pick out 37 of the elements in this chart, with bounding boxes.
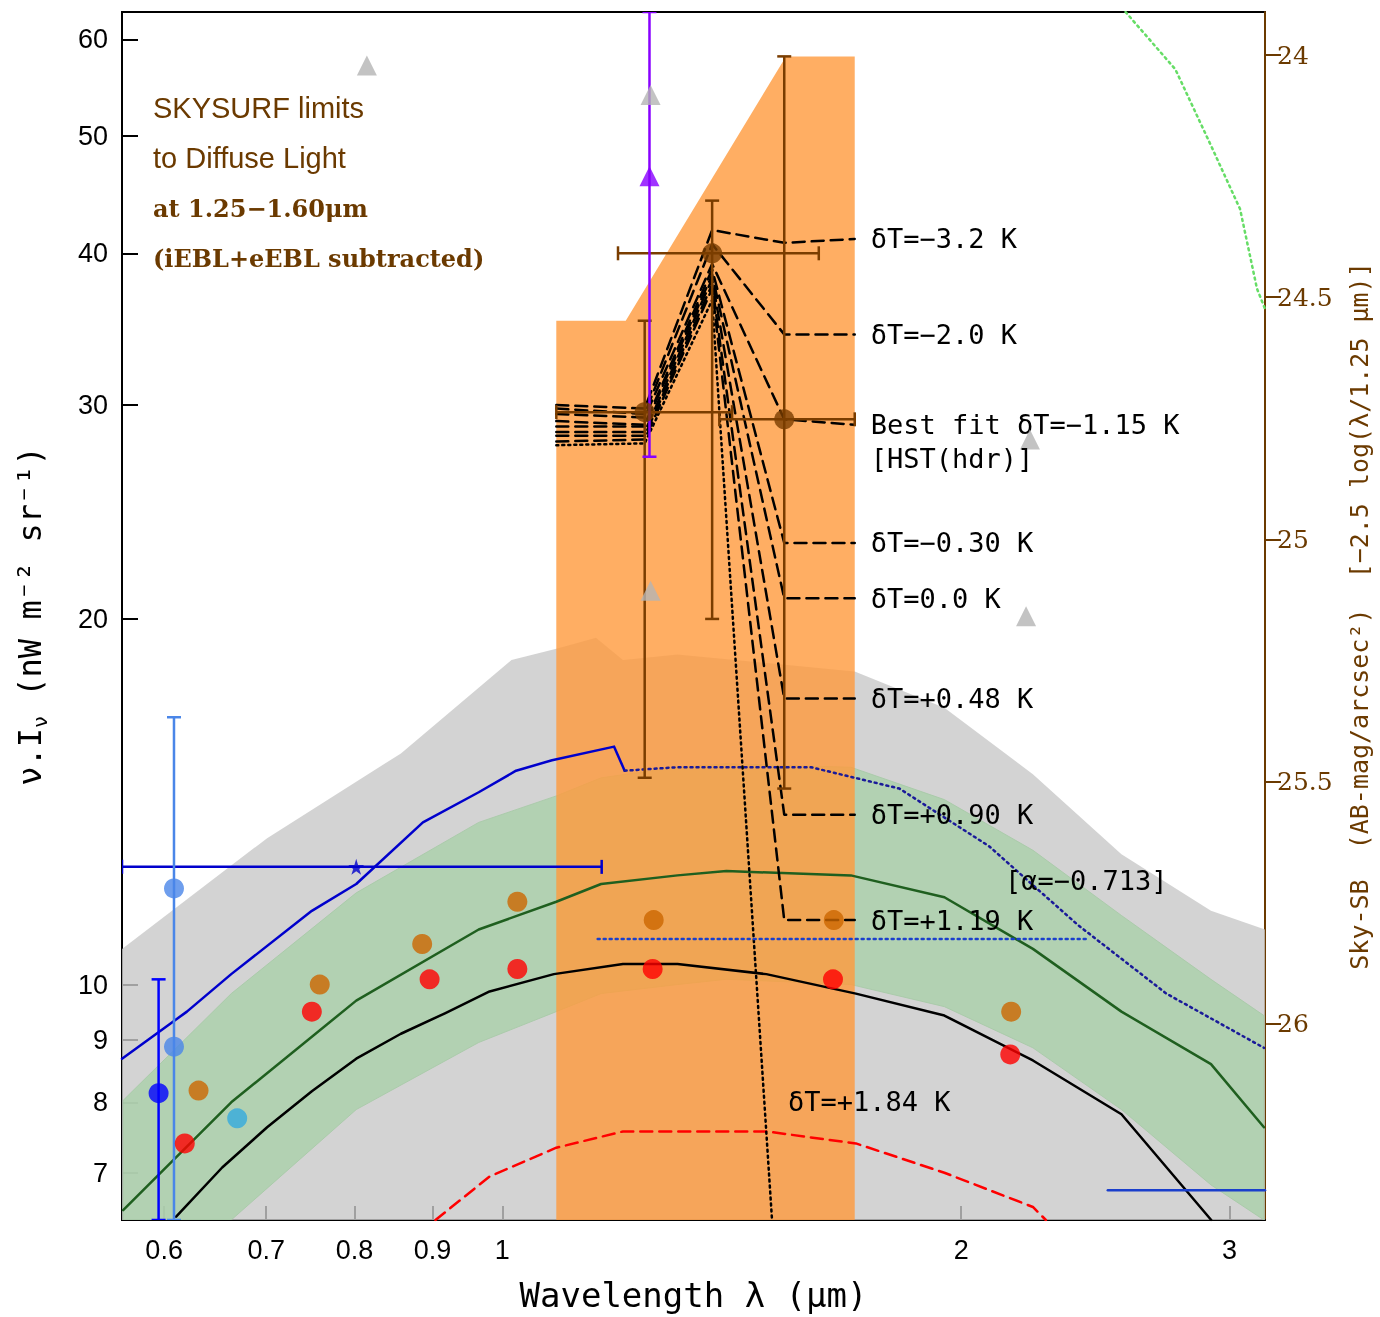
y-tick-label: 7 <box>92 1157 108 1188</box>
y-axis-title: ν.Iν (nW m⁻² sr⁻¹) <box>11 446 52 786</box>
x-tick-label: 0.9 <box>413 1234 452 1265</box>
y-tick-label: 20 <box>77 603 108 634</box>
y-tick-label: 30 <box>77 390 108 421</box>
series-label: δT=−0.30 K <box>870 527 1035 559</box>
y2-tick-label: 24 <box>1277 40 1309 70</box>
annotation: (iEBL+eEBL subtracted) <box>153 243 485 273</box>
y2-axis-title: Sky-SB (AB-mag/arcsec²) [−2.5 log(λ/1.25 μm)] <box>1345 262 1374 970</box>
x-tick-label: 0.7 <box>247 1234 285 1265</box>
y2-tick-label: 25 <box>1277 524 1309 554</box>
y-tick-label: 10 <box>77 969 108 1000</box>
series-label: δT=+0.48 K <box>870 683 1035 714</box>
annotation: at 1.25−1.60μm <box>153 193 368 223</box>
series-label: Best fit δT=−1.15 K <box>870 409 1181 441</box>
annotation: SKYSURF limits <box>153 92 365 124</box>
y-tick-label: 8 <box>92 1087 108 1118</box>
x-tick-label: 1 <box>494 1234 510 1265</box>
annotation: to Diffuse Light <box>153 142 346 174</box>
series-label: δT=+1.84 K <box>788 1086 952 1117</box>
series-label: δT=0.0 K <box>870 582 1002 614</box>
x-tick-label: 0.8 <box>335 1234 374 1265</box>
annotation: [HST(hdr)] <box>870 443 1034 475</box>
annotation: [α=−0.713] <box>1005 864 1168 896</box>
y2-tick-label: 25.5 <box>1277 766 1333 796</box>
y2-tick-label: 26 <box>1277 1008 1309 1038</box>
x-axis-title: Wavelength λ (μm) <box>519 1275 868 1315</box>
y-tick-label: 50 <box>77 120 108 151</box>
series-label: δT=−2.0 K <box>870 318 1018 350</box>
x-tick-label: 0.6 <box>145 1234 183 1265</box>
y-tick-label: 40 <box>77 238 108 269</box>
series-label: δT=−3.2 K <box>870 223 1018 255</box>
x-tick-label: 3 <box>1222 1234 1238 1265</box>
y-tick-label: 9 <box>92 1025 108 1056</box>
x-tick-label: 2 <box>953 1234 969 1265</box>
y2-tick-label: 24.5 <box>1277 282 1333 312</box>
y-tick-label: 60 <box>77 24 108 55</box>
